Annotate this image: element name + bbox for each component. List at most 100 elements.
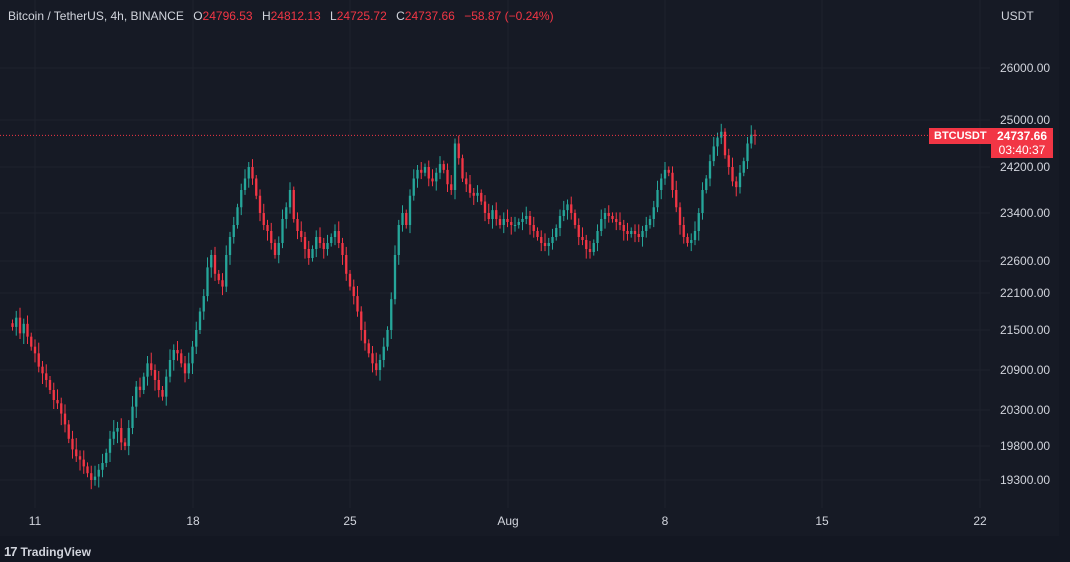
candle bbox=[502, 212, 505, 234]
candle bbox=[123, 438, 127, 451]
candle bbox=[318, 227, 322, 249]
candle bbox=[183, 356, 187, 383]
price-chart[interactable] bbox=[0, 0, 1059, 536]
candle bbox=[210, 249, 213, 278]
candle bbox=[390, 292, 393, 339]
candle bbox=[108, 430, 112, 462]
candle bbox=[450, 175, 453, 195]
candle bbox=[645, 216, 648, 238]
candle bbox=[322, 237, 325, 259]
candle bbox=[648, 215, 652, 229]
candle bbox=[540, 230, 543, 252]
price-tick-label: 19300.00 bbox=[1000, 473, 1051, 487]
candle bbox=[18, 307, 22, 339]
candle bbox=[337, 221, 340, 249]
candle bbox=[187, 352, 190, 379]
candle bbox=[573, 209, 577, 229]
high-value: 24812.13 bbox=[270, 9, 321, 23]
candle bbox=[326, 234, 329, 256]
candle bbox=[161, 386, 164, 401]
last-price: 24737.66 bbox=[996, 129, 1048, 143]
candle bbox=[416, 164, 419, 188]
candle bbox=[236, 203, 239, 229]
chart-area[interactable] bbox=[0, 0, 1059, 536]
price-tick-label: 23400.00 bbox=[1000, 206, 1051, 220]
candle bbox=[22, 318, 25, 344]
candle bbox=[33, 339, 37, 363]
candle bbox=[442, 160, 445, 174]
candle bbox=[637, 224, 640, 243]
candle bbox=[678, 202, 682, 235]
open-value: 24796.53 bbox=[202, 9, 253, 23]
candle bbox=[742, 157, 745, 177]
candle bbox=[693, 221, 697, 246]
candle bbox=[191, 341, 194, 374]
last-price-badge: 24737.66 03:40:37 bbox=[991, 128, 1053, 158]
candle bbox=[15, 310, 18, 336]
candle bbox=[431, 169, 434, 187]
candle bbox=[633, 224, 637, 243]
time-tick-label: 22 bbox=[973, 514, 987, 528]
candle bbox=[712, 137, 715, 167]
candle bbox=[296, 212, 299, 240]
low-value: 24725.72 bbox=[336, 9, 387, 23]
candle bbox=[240, 183, 243, 216]
candle bbox=[352, 279, 355, 305]
candle bbox=[195, 321, 198, 354]
low-label: L bbox=[330, 9, 337, 23]
candle bbox=[723, 128, 727, 159]
candle bbox=[738, 164, 742, 194]
candle bbox=[438, 156, 442, 180]
candle bbox=[461, 154, 464, 182]
candle bbox=[446, 163, 449, 193]
candle bbox=[225, 245, 228, 293]
candle bbox=[11, 319, 14, 331]
price-tick-label: 19800.00 bbox=[1000, 439, 1051, 453]
candle bbox=[45, 364, 48, 388]
candle bbox=[266, 219, 269, 241]
candle bbox=[300, 221, 303, 243]
candle bbox=[423, 163, 427, 177]
candle bbox=[367, 339, 370, 358]
candle bbox=[453, 138, 457, 200]
candle bbox=[176, 341, 179, 361]
candle bbox=[397, 219, 400, 265]
candle bbox=[375, 352, 378, 376]
candle bbox=[345, 246, 348, 281]
candle bbox=[753, 129, 757, 145]
candle bbox=[138, 377, 142, 398]
price-tick-label: 26000.00 bbox=[1000, 61, 1051, 75]
candle bbox=[41, 361, 44, 384]
close-label: C bbox=[396, 9, 405, 23]
time-tick-label: 11 bbox=[28, 514, 42, 528]
candle bbox=[288, 182, 292, 214]
candle bbox=[172, 344, 175, 371]
candle bbox=[67, 420, 70, 444]
candle bbox=[52, 382, 55, 409]
candle bbox=[270, 222, 273, 250]
candle bbox=[626, 222, 629, 241]
candle bbox=[675, 180, 678, 213]
candle bbox=[630, 227, 633, 238]
candle bbox=[656, 180, 659, 213]
candle bbox=[142, 372, 145, 394]
candle bbox=[731, 157, 734, 187]
candle bbox=[356, 285, 359, 317]
candle bbox=[303, 231, 307, 259]
candle bbox=[491, 205, 494, 229]
candle bbox=[363, 321, 367, 351]
candle bbox=[472, 187, 475, 205]
time-tick-label: 18 bbox=[186, 514, 200, 528]
candle bbox=[127, 420, 130, 456]
tradingview-logo[interactable]: 17 TradingView bbox=[4, 544, 91, 559]
candle bbox=[558, 209, 562, 237]
candle bbox=[311, 245, 314, 262]
change-value: −58.87 (−0.24%) bbox=[464, 9, 554, 23]
candle bbox=[682, 216, 685, 244]
candle bbox=[570, 196, 573, 220]
candle bbox=[105, 448, 108, 468]
tv-logo-icon: 17 bbox=[4, 544, 18, 559]
candle bbox=[660, 173, 663, 200]
price-tick-label: 21500.00 bbox=[1000, 323, 1051, 337]
candle bbox=[273, 239, 277, 259]
